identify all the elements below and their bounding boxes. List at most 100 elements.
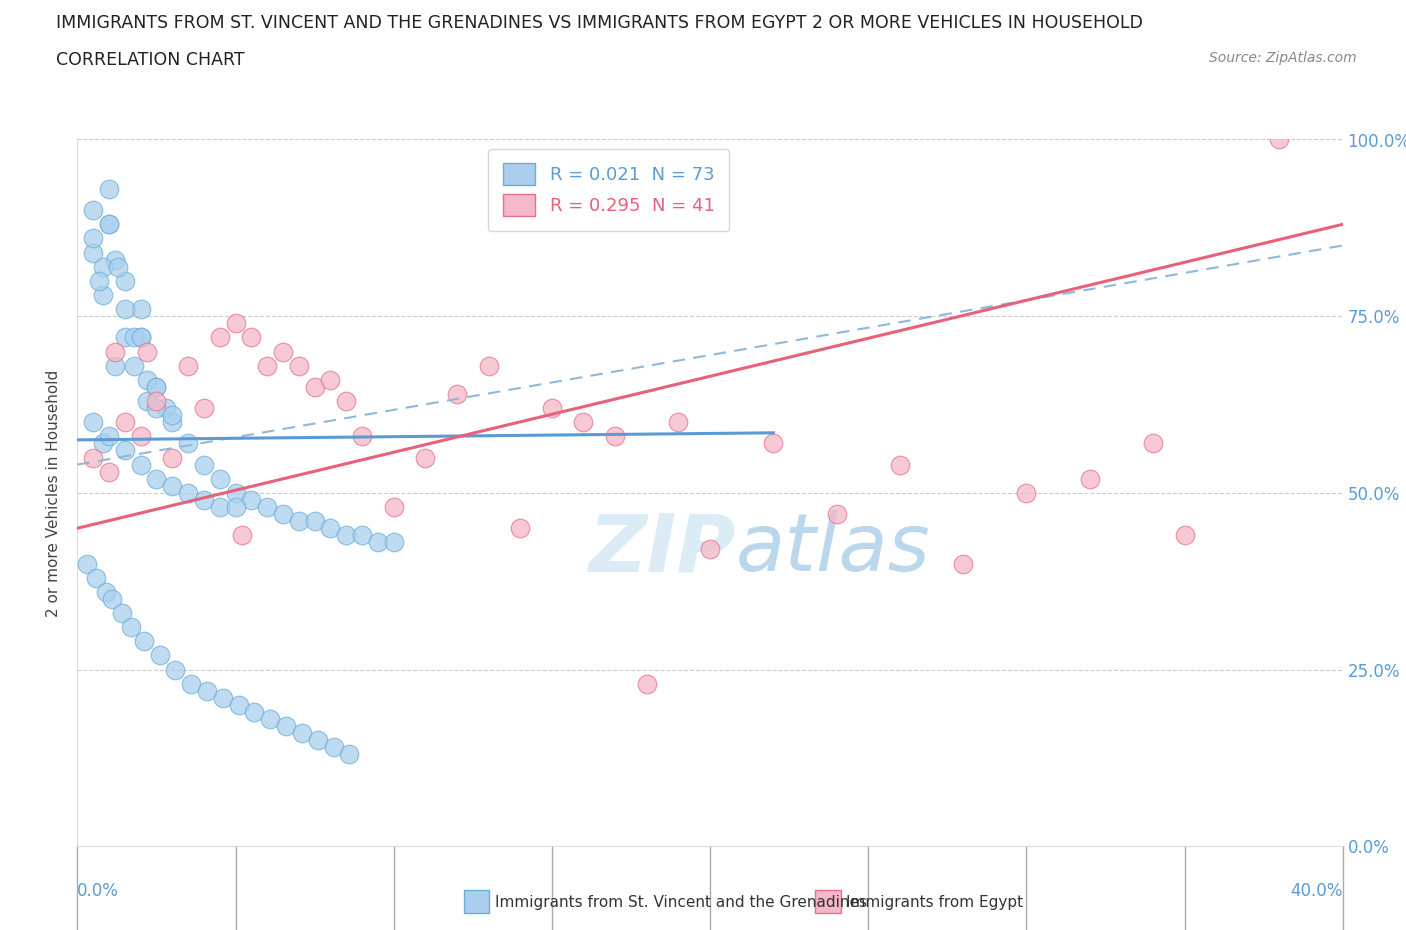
Point	[104, 252, 127, 267]
Point	[304, 513, 326, 528]
Point	[208, 330, 231, 345]
Point	[271, 507, 294, 522]
Point	[98, 429, 120, 444]
Point	[177, 358, 200, 373]
Text: CORRELATION CHART: CORRELATION CHART	[56, 51, 245, 69]
Point	[136, 372, 159, 387]
Point	[98, 217, 120, 232]
Point	[952, 556, 974, 571]
Point	[1174, 528, 1197, 543]
Point	[124, 330, 146, 345]
Point	[304, 379, 326, 394]
Point	[129, 429, 152, 444]
Point	[211, 690, 233, 705]
Point	[231, 528, 253, 543]
Point	[319, 372, 342, 387]
Point	[240, 330, 263, 345]
Point	[162, 450, 183, 465]
Text: Immigrants from St. Vincent and the Grenadines: Immigrants from St. Vincent and the Gren…	[495, 895, 868, 910]
Point	[145, 379, 167, 394]
Point	[82, 415, 104, 430]
Point	[104, 344, 127, 359]
Point	[1015, 485, 1038, 500]
Point	[82, 203, 104, 218]
Point	[225, 316, 247, 331]
Point	[256, 499, 278, 514]
Point	[155, 401, 177, 416]
Point	[180, 676, 202, 691]
Point	[162, 415, 183, 430]
Point	[101, 591, 124, 606]
Point	[120, 619, 142, 634]
Point	[291, 725, 314, 740]
Point	[636, 676, 658, 691]
Point	[89, 273, 111, 288]
Point	[82, 231, 104, 246]
Point	[177, 436, 200, 451]
Legend: R = 0.021  N = 73, R = 0.295  N = 41: R = 0.021 N = 73, R = 0.295 N = 41	[488, 149, 730, 231]
Point	[243, 705, 266, 720]
Text: 0.0%: 0.0%	[77, 882, 120, 899]
Point	[339, 747, 360, 762]
Point	[145, 401, 167, 416]
Point	[195, 684, 218, 698]
Point	[335, 528, 357, 543]
Point	[382, 499, 405, 514]
Point	[825, 507, 848, 522]
Point	[114, 415, 136, 430]
Point	[129, 330, 152, 345]
Point	[541, 401, 564, 416]
Point	[129, 330, 152, 345]
Point	[145, 379, 167, 394]
Point	[319, 521, 342, 536]
Point	[91, 287, 114, 302]
Point	[129, 301, 152, 316]
Point	[162, 478, 183, 493]
Point	[572, 415, 595, 430]
Point	[352, 528, 374, 543]
Point	[382, 535, 405, 550]
Point	[91, 259, 114, 274]
Point	[352, 429, 374, 444]
Text: atlas: atlas	[735, 511, 931, 589]
Point	[256, 358, 278, 373]
Text: ZIP: ZIP	[588, 511, 735, 589]
Point	[605, 429, 627, 444]
Point	[145, 472, 167, 486]
Y-axis label: 2 or more Vehicles in Household: 2 or more Vehicles in Household	[46, 369, 62, 617]
Point	[149, 648, 172, 663]
Point	[259, 711, 281, 726]
Point	[76, 556, 98, 571]
Point	[509, 521, 531, 536]
Point	[82, 246, 104, 260]
Text: 40.0%: 40.0%	[1291, 882, 1343, 899]
Point	[1078, 472, 1101, 486]
Point	[276, 719, 298, 734]
Point	[193, 401, 215, 416]
Text: IMMIGRANTS FROM ST. VINCENT AND THE GRENADINES VS IMMIGRANTS FROM EGYPT 2 OR MOR: IMMIGRANTS FROM ST. VINCENT AND THE GREN…	[56, 14, 1143, 32]
Text: Immigrants from Egypt: Immigrants from Egypt	[846, 895, 1024, 910]
Point	[165, 662, 187, 677]
Point	[177, 485, 200, 500]
Point	[699, 542, 721, 557]
Point	[335, 393, 357, 408]
Point	[415, 450, 437, 465]
Point	[478, 358, 501, 373]
Point	[446, 387, 468, 402]
Point	[225, 499, 247, 514]
Point	[104, 358, 127, 373]
Point	[240, 493, 263, 508]
Point	[193, 493, 215, 508]
Point	[307, 733, 329, 748]
Point	[98, 217, 120, 232]
Point	[98, 181, 120, 196]
Point	[124, 358, 146, 373]
Point	[136, 344, 159, 359]
Point	[114, 273, 136, 288]
Point	[132, 634, 155, 649]
Point	[367, 535, 389, 550]
Point	[162, 407, 183, 422]
Point	[86, 570, 108, 585]
Text: Source: ZipAtlas.com: Source: ZipAtlas.com	[1209, 51, 1357, 65]
Point	[107, 259, 129, 274]
